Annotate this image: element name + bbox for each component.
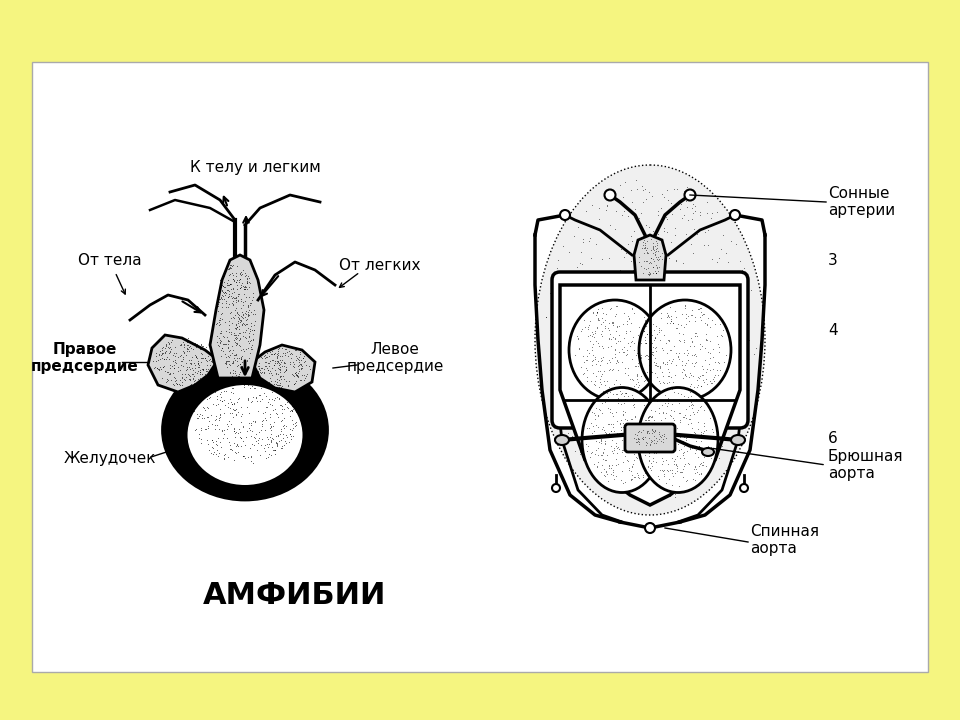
Text: АМФИБИИ: АМФИБИИ	[204, 580, 387, 610]
Ellipse shape	[702, 448, 714, 456]
Circle shape	[740, 484, 748, 492]
Polygon shape	[634, 235, 666, 280]
Text: К телу и легким: К телу и легким	[190, 160, 321, 175]
Bar	[32, 62, 928, 672]
Circle shape	[605, 189, 615, 200]
Polygon shape	[148, 335, 218, 392]
Text: Брюшная
аорта: Брюшная аорта	[828, 449, 903, 481]
Circle shape	[560, 210, 570, 220]
Ellipse shape	[162, 360, 327, 500]
Ellipse shape	[187, 385, 302, 485]
Text: 6: 6	[828, 431, 838, 446]
Text: 3: 3	[828, 253, 838, 268]
Ellipse shape	[535, 165, 765, 515]
FancyBboxPatch shape	[625, 424, 675, 452]
Text: Левое
предсердие: Левое предсердие	[347, 342, 444, 374]
Circle shape	[730, 210, 740, 220]
Ellipse shape	[569, 300, 661, 400]
Text: Желудочек: Желудочек	[63, 451, 156, 466]
Ellipse shape	[731, 435, 745, 445]
Text: Спинная
аорта: Спинная аорта	[750, 524, 819, 556]
Ellipse shape	[639, 300, 731, 400]
Polygon shape	[252, 345, 315, 392]
Ellipse shape	[555, 435, 569, 445]
FancyBboxPatch shape	[552, 272, 748, 428]
Text: Сонные
артерии: Сонные артерии	[828, 186, 895, 218]
Circle shape	[552, 484, 560, 492]
Circle shape	[684, 189, 695, 200]
Text: 4: 4	[828, 323, 838, 338]
Text: От легких: От легких	[339, 258, 420, 272]
Text: От тела: От тела	[78, 253, 142, 268]
Ellipse shape	[638, 387, 718, 492]
Ellipse shape	[582, 387, 662, 492]
Polygon shape	[560, 285, 740, 505]
Text: Правое
предсердие: Правое предсердие	[31, 342, 139, 374]
Polygon shape	[210, 255, 264, 378]
Circle shape	[645, 523, 655, 533]
